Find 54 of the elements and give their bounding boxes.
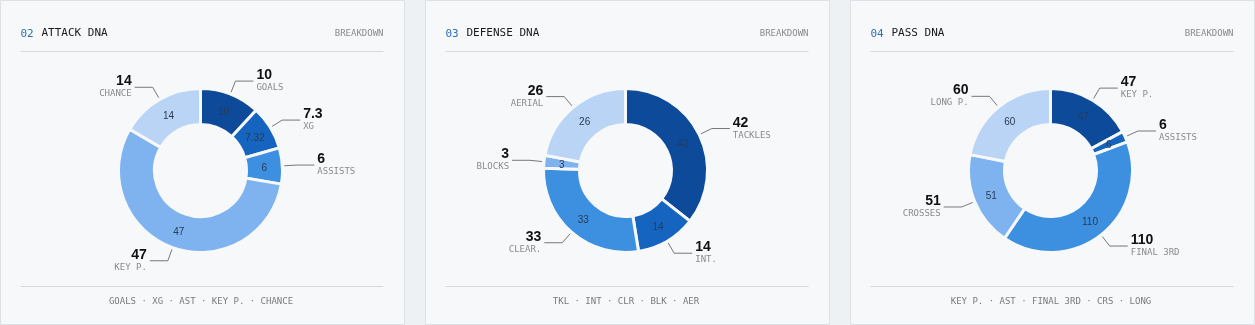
chart-title: 04 PASS DNA	[870, 26, 945, 40]
data-label: 6	[1106, 139, 1113, 151]
text: GOALS · XG · AST · KEY P. · CHANCE	[108, 295, 294, 306]
text: 14	[695, 238, 711, 255]
text: 14	[116, 72, 132, 89]
text: 42	[732, 113, 749, 130]
slice-label: ASSISTS	[317, 166, 356, 177]
chart-subtitle: BREAKDOWN	[334, 27, 384, 38]
text: 10	[256, 66, 273, 83]
slice-label: KEY P.	[1120, 89, 1154, 100]
text: 33	[525, 227, 542, 244]
slice-label: BLOCKS	[476, 161, 510, 172]
slice-label: KEY P.	[114, 261, 147, 272]
text: KEY P. · AST · FINAL 3RD · CRS · LONG	[950, 295, 1152, 306]
chart-title: 03 DEFENSE DNA	[445, 26, 540, 40]
slice-label: CROSSES	[902, 207, 941, 218]
text: 47	[131, 245, 147, 262]
slice-label: INT.	[695, 254, 717, 265]
slice-label: XG	[303, 121, 315, 132]
text: 47	[1120, 73, 1137, 90]
text: 110	[1130, 231, 1154, 248]
data-label: 42	[677, 137, 690, 149]
text: 51	[925, 191, 941, 208]
chart-subtitle: BREAKDOWN	[759, 27, 809, 38]
data-label: 47	[1077, 110, 1090, 122]
slice-label: ASSISTS	[1158, 131, 1197, 142]
text: 3	[501, 145, 510, 162]
text: 6	[317, 150, 326, 167]
text: 6	[1158, 115, 1167, 132]
data-label: 51	[985, 189, 998, 201]
slice-label: TACKLES	[732, 129, 771, 140]
data-label: 60	[1004, 116, 1016, 128]
data-label: 14	[652, 220, 664, 232]
data-label: 110	[1082, 215, 1099, 227]
data-label: 6	[261, 161, 268, 173]
data-label: 14	[163, 110, 175, 122]
slice-label: GOALS	[256, 82, 284, 93]
data-label: 7.32	[245, 131, 266, 143]
data-label: 3	[559, 158, 566, 170]
slice-label: FINAL 3RD	[1130, 247, 1180, 258]
slice-label: CLEAR.	[508, 243, 542, 254]
text: TKL · INT · CLR · BLK · AER	[552, 295, 700, 306]
text: 7.3	[303, 105, 323, 122]
data-label: 10	[218, 105, 230, 117]
slice-label: AERIAL	[510, 97, 544, 108]
data-label: 47	[173, 225, 185, 237]
data-label: 33	[577, 213, 590, 225]
data-label: 26	[579, 116, 591, 128]
text: 26	[527, 81, 544, 98]
slice-label: LONG P.	[930, 97, 969, 108]
chart-title: 02 ATTACK DNA	[20, 26, 109, 40]
chart-subtitle: BREAKDOWN	[1184, 27, 1234, 38]
text: 60	[952, 81, 969, 98]
slice-label: CHANCE	[99, 88, 132, 99]
